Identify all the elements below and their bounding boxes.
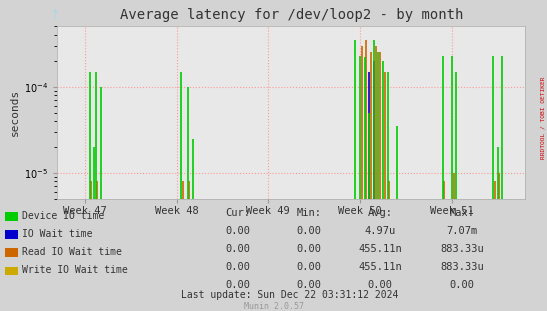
Text: Device IO time: Device IO time — [22, 211, 104, 221]
Title: Average latency for /dev/loop2 - by month: Average latency for /dev/loop2 - by mont… — [120, 8, 463, 22]
Text: IO Wait time: IO Wait time — [22, 229, 92, 239]
Text: Avg:: Avg: — [368, 208, 393, 218]
Text: 0.00: 0.00 — [296, 262, 322, 272]
Text: Munin 2.0.57: Munin 2.0.57 — [243, 301, 304, 310]
Text: RRDTOOL / TOBI OETIKER: RRDTOOL / TOBI OETIKER — [541, 77, 546, 160]
Text: Min:: Min: — [296, 208, 322, 218]
Text: 0.00: 0.00 — [225, 262, 251, 272]
Text: 4.97u: 4.97u — [364, 226, 396, 236]
Text: 883.33u: 883.33u — [440, 244, 484, 254]
Text: 0.00: 0.00 — [225, 226, 251, 236]
Text: Cur:: Cur: — [225, 208, 251, 218]
Text: 0.00: 0.00 — [225, 244, 251, 254]
Text: 455.11n: 455.11n — [358, 262, 402, 272]
Text: 0.00: 0.00 — [368, 280, 393, 290]
Text: 7.07m: 7.07m — [446, 226, 478, 236]
Text: Read IO Wait time: Read IO Wait time — [22, 247, 122, 257]
Text: 0.00: 0.00 — [296, 244, 322, 254]
Text: Write IO Wait time: Write IO Wait time — [22, 265, 127, 275]
Text: 0.00: 0.00 — [225, 280, 251, 290]
Text: 883.33u: 883.33u — [440, 262, 484, 272]
Text: 455.11n: 455.11n — [358, 244, 402, 254]
Text: Last update: Sun Dec 22 03:31:12 2024: Last update: Sun Dec 22 03:31:12 2024 — [181, 290, 399, 300]
Y-axis label: seconds: seconds — [10, 89, 20, 136]
Text: 0.00: 0.00 — [450, 280, 475, 290]
Text: Max:: Max: — [450, 208, 475, 218]
Text: 0.00: 0.00 — [296, 226, 322, 236]
Text: ↑: ↑ — [49, 9, 60, 22]
Text: 0.00: 0.00 — [296, 280, 322, 290]
